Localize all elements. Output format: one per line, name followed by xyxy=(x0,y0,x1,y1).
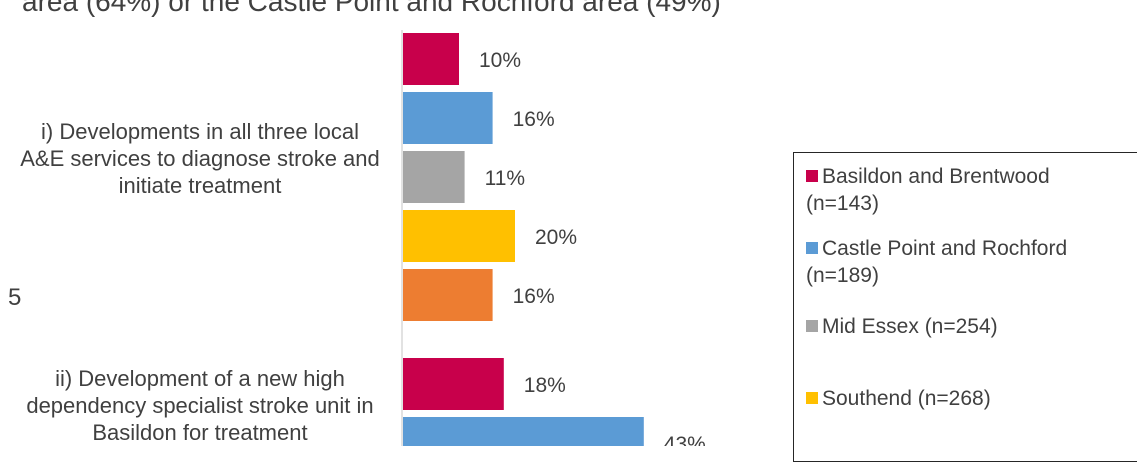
legend-swatch-castle-point xyxy=(806,242,818,254)
legend-label-n: (n=143) xyxy=(806,192,879,215)
legend-label: Mid Essex (n=254) xyxy=(822,315,998,338)
legend-label: Castle Point and Rochford xyxy=(822,237,1068,260)
category-label-ii: ii) Development of a new high dependency… xyxy=(26,366,374,445)
bars-group: 10% 16% 11% 20% 16% 18% 43% xyxy=(403,33,706,446)
legend-label: Basildon and Brentwood xyxy=(822,165,1050,188)
bar-basildon-and-brentwood-cat-1 xyxy=(403,33,459,85)
category-label-i: i) Developments in all three local A&E s… xyxy=(20,119,380,198)
bar-castle-point-and-rochford-cat-1 xyxy=(403,92,493,144)
stray-text: 5 xyxy=(8,284,22,311)
legend-swatch-basildon xyxy=(806,170,818,182)
legend-item-basildon: Basildon and Brentwood (n=143) xyxy=(806,163,1050,217)
data-label: 20% xyxy=(535,226,577,249)
bar-basildon-and-brentwood-cat-2 xyxy=(403,358,504,410)
legend-label: Southend (n=268) xyxy=(822,387,991,410)
legend-item-southend: Southend (n=268) xyxy=(806,385,991,412)
bar-mid-essex-cat-1 xyxy=(403,151,465,203)
bar-series-5-cat-1 xyxy=(403,269,493,321)
data-label: 18% xyxy=(524,374,566,397)
bar-chart: 10% 16% 11% 20% 16% 18% 43% xyxy=(401,30,706,446)
legend: Basildon and Brentwood (n=143) Castle Po… xyxy=(793,152,1137,462)
legend-swatch-mid-essex xyxy=(806,320,818,332)
data-label: 10% xyxy=(479,49,521,72)
legend-item-castle-point: Castle Point and Rochford (n=189) xyxy=(806,235,1067,289)
bar-castle-point-and-rochford-cat-2 xyxy=(403,417,644,446)
bar-southend-cat-1 xyxy=(403,210,515,262)
data-label: 16% xyxy=(513,285,555,308)
chart-title-fragment: area (64%) or the Castle Point and Rochf… xyxy=(22,0,721,17)
legend-swatch-southend xyxy=(806,392,818,404)
data-label: 16% xyxy=(513,108,555,131)
legend-label-n: (n=189) xyxy=(806,264,879,287)
data-label: 43% xyxy=(664,433,706,446)
data-label: 11% xyxy=(485,167,525,190)
legend-item-mid-essex: Mid Essex (n=254) xyxy=(806,313,998,340)
